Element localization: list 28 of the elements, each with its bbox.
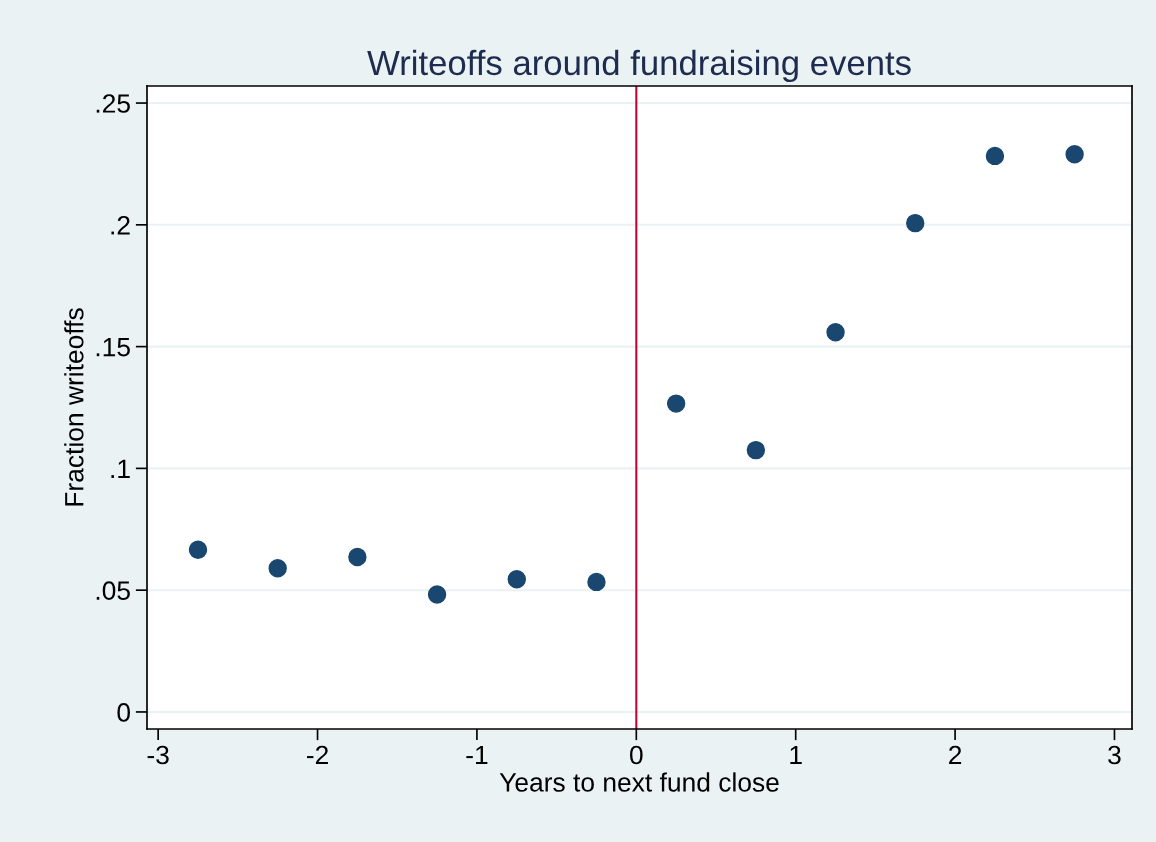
x-tick-label: -3 [147, 745, 169, 765]
point [985, 146, 1005, 166]
point [188, 540, 208, 559]
x-tick-label: 0 [630, 745, 643, 765]
y-tick-label: .05 [96, 581, 130, 600]
point [746, 440, 766, 460]
y-axis-title: Fraction writeoffs [64, 308, 84, 506]
point [507, 570, 526, 589]
y-tick-label: .1 [111, 459, 130, 478]
point [826, 323, 845, 342]
y-tick-label: .25 [96, 94, 130, 113]
y-tick-label: .2 [111, 215, 130, 235]
point [587, 572, 606, 592]
point [666, 394, 686, 413]
point [427, 585, 447, 604]
y-tick-label: .15 [96, 338, 130, 357]
x-axis-title: Years to next fund close [499, 772, 779, 792]
x-tick-label: -2 [306, 745, 328, 765]
point [1065, 144, 1084, 164]
y-tick-label: 0 [117, 703, 130, 722]
x-tick-label: -1 [466, 745, 488, 765]
point [906, 213, 925, 233]
point [268, 559, 287, 578]
x-tick-label: 1 [790, 745, 802, 765]
point [348, 547, 367, 567]
chart-title: Writeoffs around fundraising events [367, 49, 911, 83]
x-tick-label: 2 [949, 745, 962, 765]
x-tick-label: 3 [1108, 745, 1121, 765]
